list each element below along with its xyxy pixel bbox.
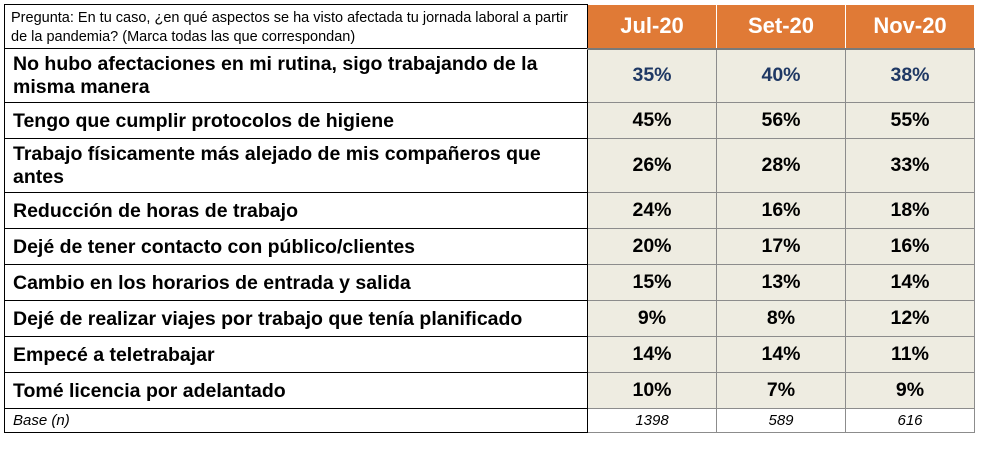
value-cell: 7% <box>716 372 846 409</box>
value-cell: 17% <box>716 228 846 265</box>
value-cell: 9% <box>845 372 975 409</box>
value-cell: 40% <box>716 48 846 103</box>
table-row: Cambio en los horarios de entrada y sali… <box>4 264 975 301</box>
base-value: 616 <box>845 408 975 433</box>
row-label: Tengo que cumplir protocolos de higiene <box>4 102 588 139</box>
value-cell: 15% <box>587 264 717 301</box>
value-cell: 26% <box>587 138 717 193</box>
value-cell: 20% <box>587 228 717 265</box>
table-row: Dejé de realizar viajes por trabajo que … <box>4 300 975 337</box>
row-label: Tomé licencia por adelantado <box>4 372 588 409</box>
value-cell: 33% <box>845 138 975 193</box>
base-value: 1398 <box>587 408 717 433</box>
value-cell: 55% <box>845 102 975 139</box>
base-label: Base (n) <box>4 408 588 433</box>
value-cell: 14% <box>845 264 975 301</box>
row-label: Dejé de tener contacto con público/clien… <box>4 228 588 265</box>
value-cell: 14% <box>587 336 717 373</box>
table-row: Tomé licencia por adelantado 10% 7% 9% <box>4 372 975 409</box>
question-text: Pregunta: En tu caso, ¿en qué aspectos s… <box>4 4 588 49</box>
value-cell: 8% <box>716 300 846 337</box>
value-cell: 28% <box>716 138 846 193</box>
row-label: No hubo afectaciones en mi rutina, sigo … <box>4 48 588 103</box>
value-cell: 56% <box>716 102 846 139</box>
table-row: Dejé de tener contacto con público/clien… <box>4 228 975 265</box>
table-row: Reducción de horas de trabajo 24% 16% 18… <box>4 192 975 229</box>
value-cell: 16% <box>716 192 846 229</box>
period-header-set-20: Set-20 <box>716 4 846 50</box>
value-cell: 9% <box>587 300 717 337</box>
header-row: Pregunta: En tu caso, ¿en qué aspectos s… <box>4 4 975 50</box>
value-cell: 10% <box>587 372 717 409</box>
table-row: Empecé a teletrabajar 14% 14% 11% <box>4 336 975 373</box>
table-row: Trabajo físicamente más alejado de mis c… <box>4 138 975 193</box>
base-row: Base (n) 1398 589 616 <box>4 408 975 433</box>
table-row: Tengo que cumplir protocolos de higiene … <box>4 102 975 139</box>
value-cell: 24% <box>587 192 717 229</box>
value-cell: 11% <box>845 336 975 373</box>
table-row: No hubo afectaciones en mi rutina, sigo … <box>4 48 975 103</box>
period-header-nov-20: Nov-20 <box>845 4 975 50</box>
base-value: 589 <box>716 408 846 433</box>
value-cell: 13% <box>716 264 846 301</box>
value-cell: 14% <box>716 336 846 373</box>
value-cell: 38% <box>845 48 975 103</box>
survey-results-table: Pregunta: En tu caso, ¿en qué aspectos s… <box>4 4 975 433</box>
value-cell: 16% <box>845 228 975 265</box>
value-cell: 18% <box>845 192 975 229</box>
row-label: Cambio en los horarios de entrada y sali… <box>4 264 588 301</box>
value-cell: 35% <box>587 48 717 103</box>
row-label: Trabajo físicamente más alejado de mis c… <box>4 138 588 193</box>
value-cell: 45% <box>587 102 717 139</box>
value-cell: 12% <box>845 300 975 337</box>
row-label: Dejé de realizar viajes por trabajo que … <box>4 300 588 337</box>
row-label: Empecé a teletrabajar <box>4 336 588 373</box>
row-label: Reducción de horas de trabajo <box>4 192 588 229</box>
period-header-jul-20: Jul-20 <box>587 4 717 50</box>
